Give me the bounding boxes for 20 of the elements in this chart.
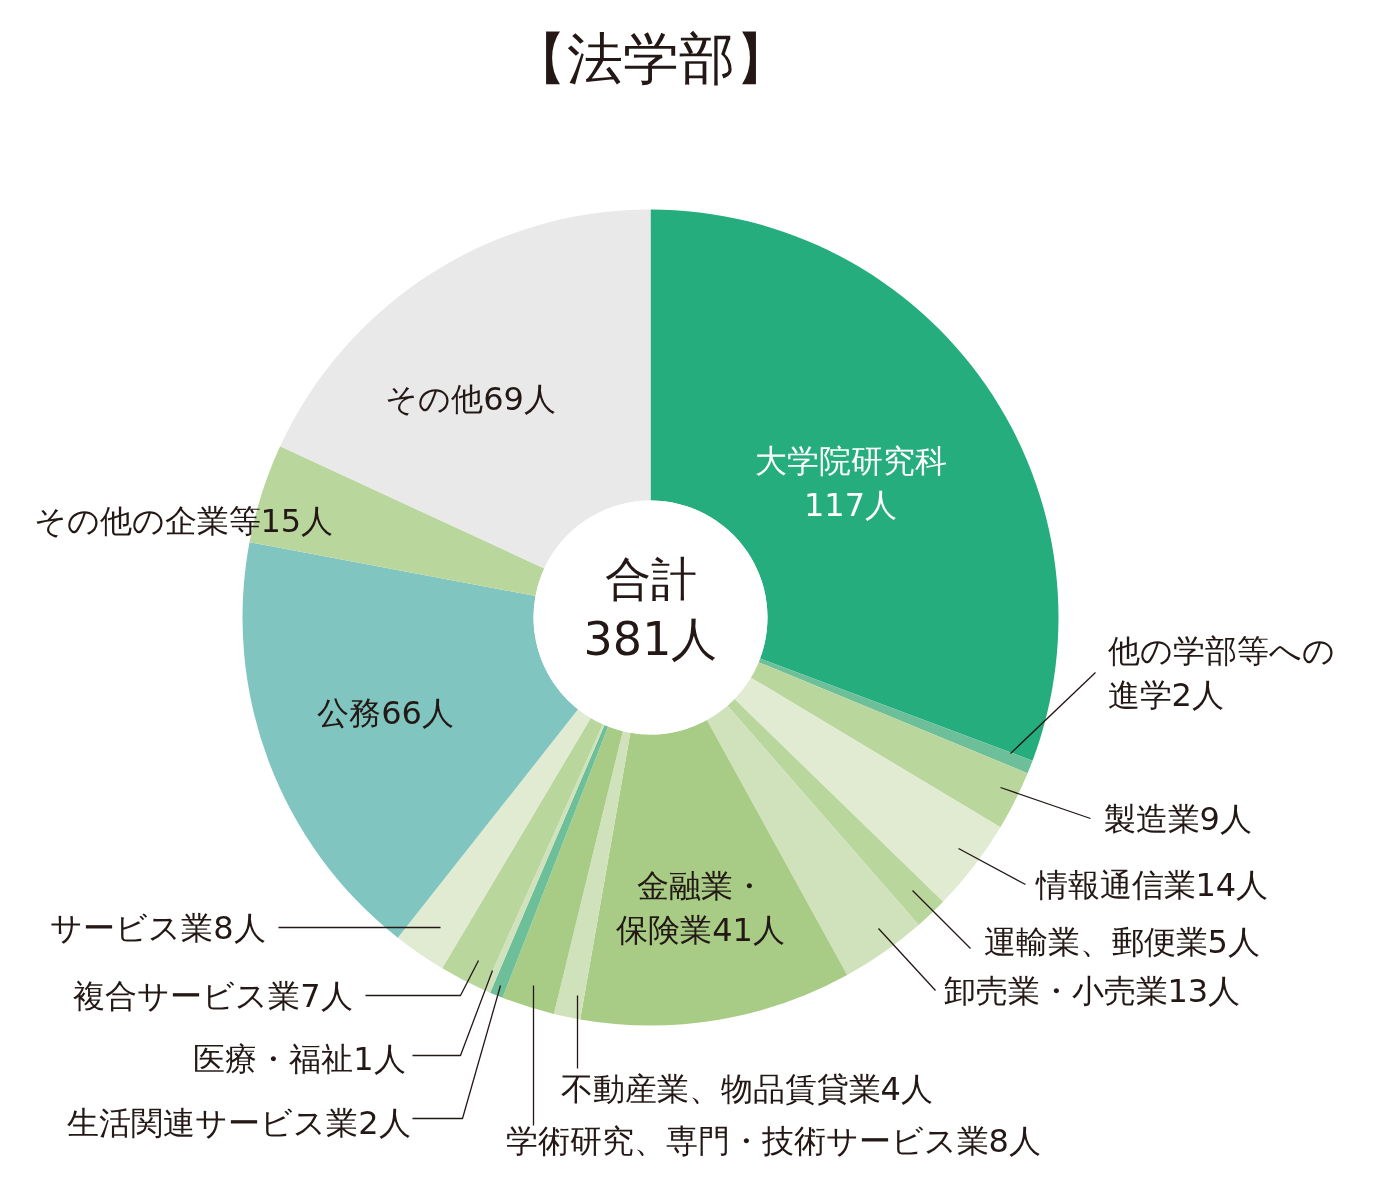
slice-label: 複合サービス業7人 bbox=[73, 976, 353, 1015]
slice-label: 製造業9人 bbox=[1103, 799, 1252, 838]
slice-label: 金融業・保険業41人 bbox=[616, 866, 785, 949]
slice-label: 他の学部等への進学2人 bbox=[1107, 631, 1335, 714]
slice-label: その他の企業等15人 bbox=[33, 501, 334, 540]
slice-label: 生活関連サービス業2人 bbox=[67, 1103, 411, 1142]
slice-label: 不動産業、物品賃貸業4人 bbox=[560, 1069, 933, 1108]
slice-label: その他69人 bbox=[385, 379, 556, 418]
slice-label: 情報通信業14人 bbox=[1034, 865, 1269, 904]
slice-label: 公務66人 bbox=[317, 693, 454, 732]
slice-label: 医療・福祉1人 bbox=[193, 1039, 406, 1078]
text: 合計 bbox=[604, 551, 697, 606]
slice-label: 卸売業・小売業13人 bbox=[943, 971, 1241, 1010]
chart-title: 【法学部】 bbox=[510, 26, 791, 91]
slice-label: 大学院研究科 bbox=[754, 441, 947, 480]
slice-label: サービス業8人 bbox=[50, 908, 266, 947]
text: 381人 bbox=[583, 611, 718, 666]
slice-label: 学術研究、専門・技術サービス業8人 bbox=[505, 1121, 1041, 1160]
slice-label: 運輸業、郵便業5人 bbox=[983, 922, 1260, 961]
data-label: 117人 bbox=[803, 485, 898, 524]
